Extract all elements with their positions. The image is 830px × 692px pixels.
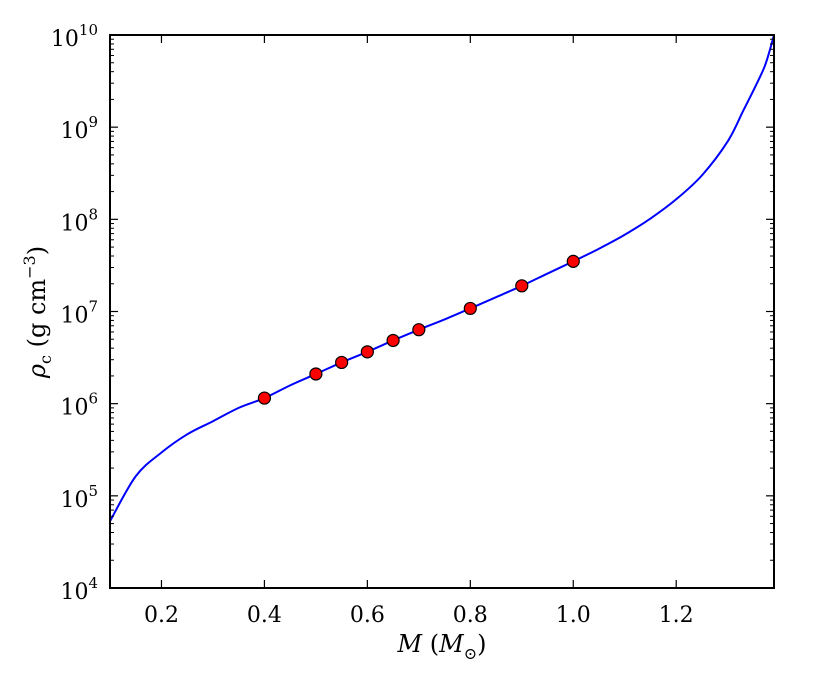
series-layer xyxy=(109,34,775,522)
plot-area xyxy=(109,34,775,589)
x-tick-label: 0.8 xyxy=(453,603,488,628)
scatter-point xyxy=(412,323,426,337)
y-axis-label: ρc (g cm−3) xyxy=(20,246,55,379)
scatter-point xyxy=(463,301,477,316)
scatter-point xyxy=(309,367,323,381)
scatter-point xyxy=(386,333,400,348)
y-tick-label: 105 xyxy=(60,482,98,513)
x-axis-label: M (M⊙) xyxy=(397,630,487,663)
scatter-point xyxy=(257,391,272,405)
x-tick-label: 0.2 xyxy=(144,603,179,628)
y-tick-label: 107 xyxy=(60,298,98,329)
axes-frame xyxy=(109,34,775,589)
y-tick-label: 1010 xyxy=(51,21,98,52)
scatter-point xyxy=(515,279,529,293)
scatter-point xyxy=(566,254,580,268)
y-tick-label: 104 xyxy=(60,574,98,605)
x-tick-label: 1.0 xyxy=(556,603,591,628)
y-tick-labels: 104 105 106 107 108 109 1010 xyxy=(51,21,98,605)
x-tick-label: 1.2 xyxy=(659,603,694,628)
y-tick-label: 108 xyxy=(60,205,98,236)
scatter-point xyxy=(360,345,374,359)
y-tick-label: 109 xyxy=(60,113,98,144)
y-tick-label: 106 xyxy=(60,390,98,421)
scatter-point xyxy=(335,355,349,370)
ticks-layer xyxy=(110,34,774,589)
x-tick-label: 0.6 xyxy=(350,603,385,628)
x-tick-labels: 0.2 0.4 0.6 0.8 1.0 1.2 xyxy=(144,603,694,628)
markers-layer xyxy=(257,254,580,405)
x-tick-label: 0.4 xyxy=(247,603,282,628)
series-line xyxy=(109,34,775,522)
